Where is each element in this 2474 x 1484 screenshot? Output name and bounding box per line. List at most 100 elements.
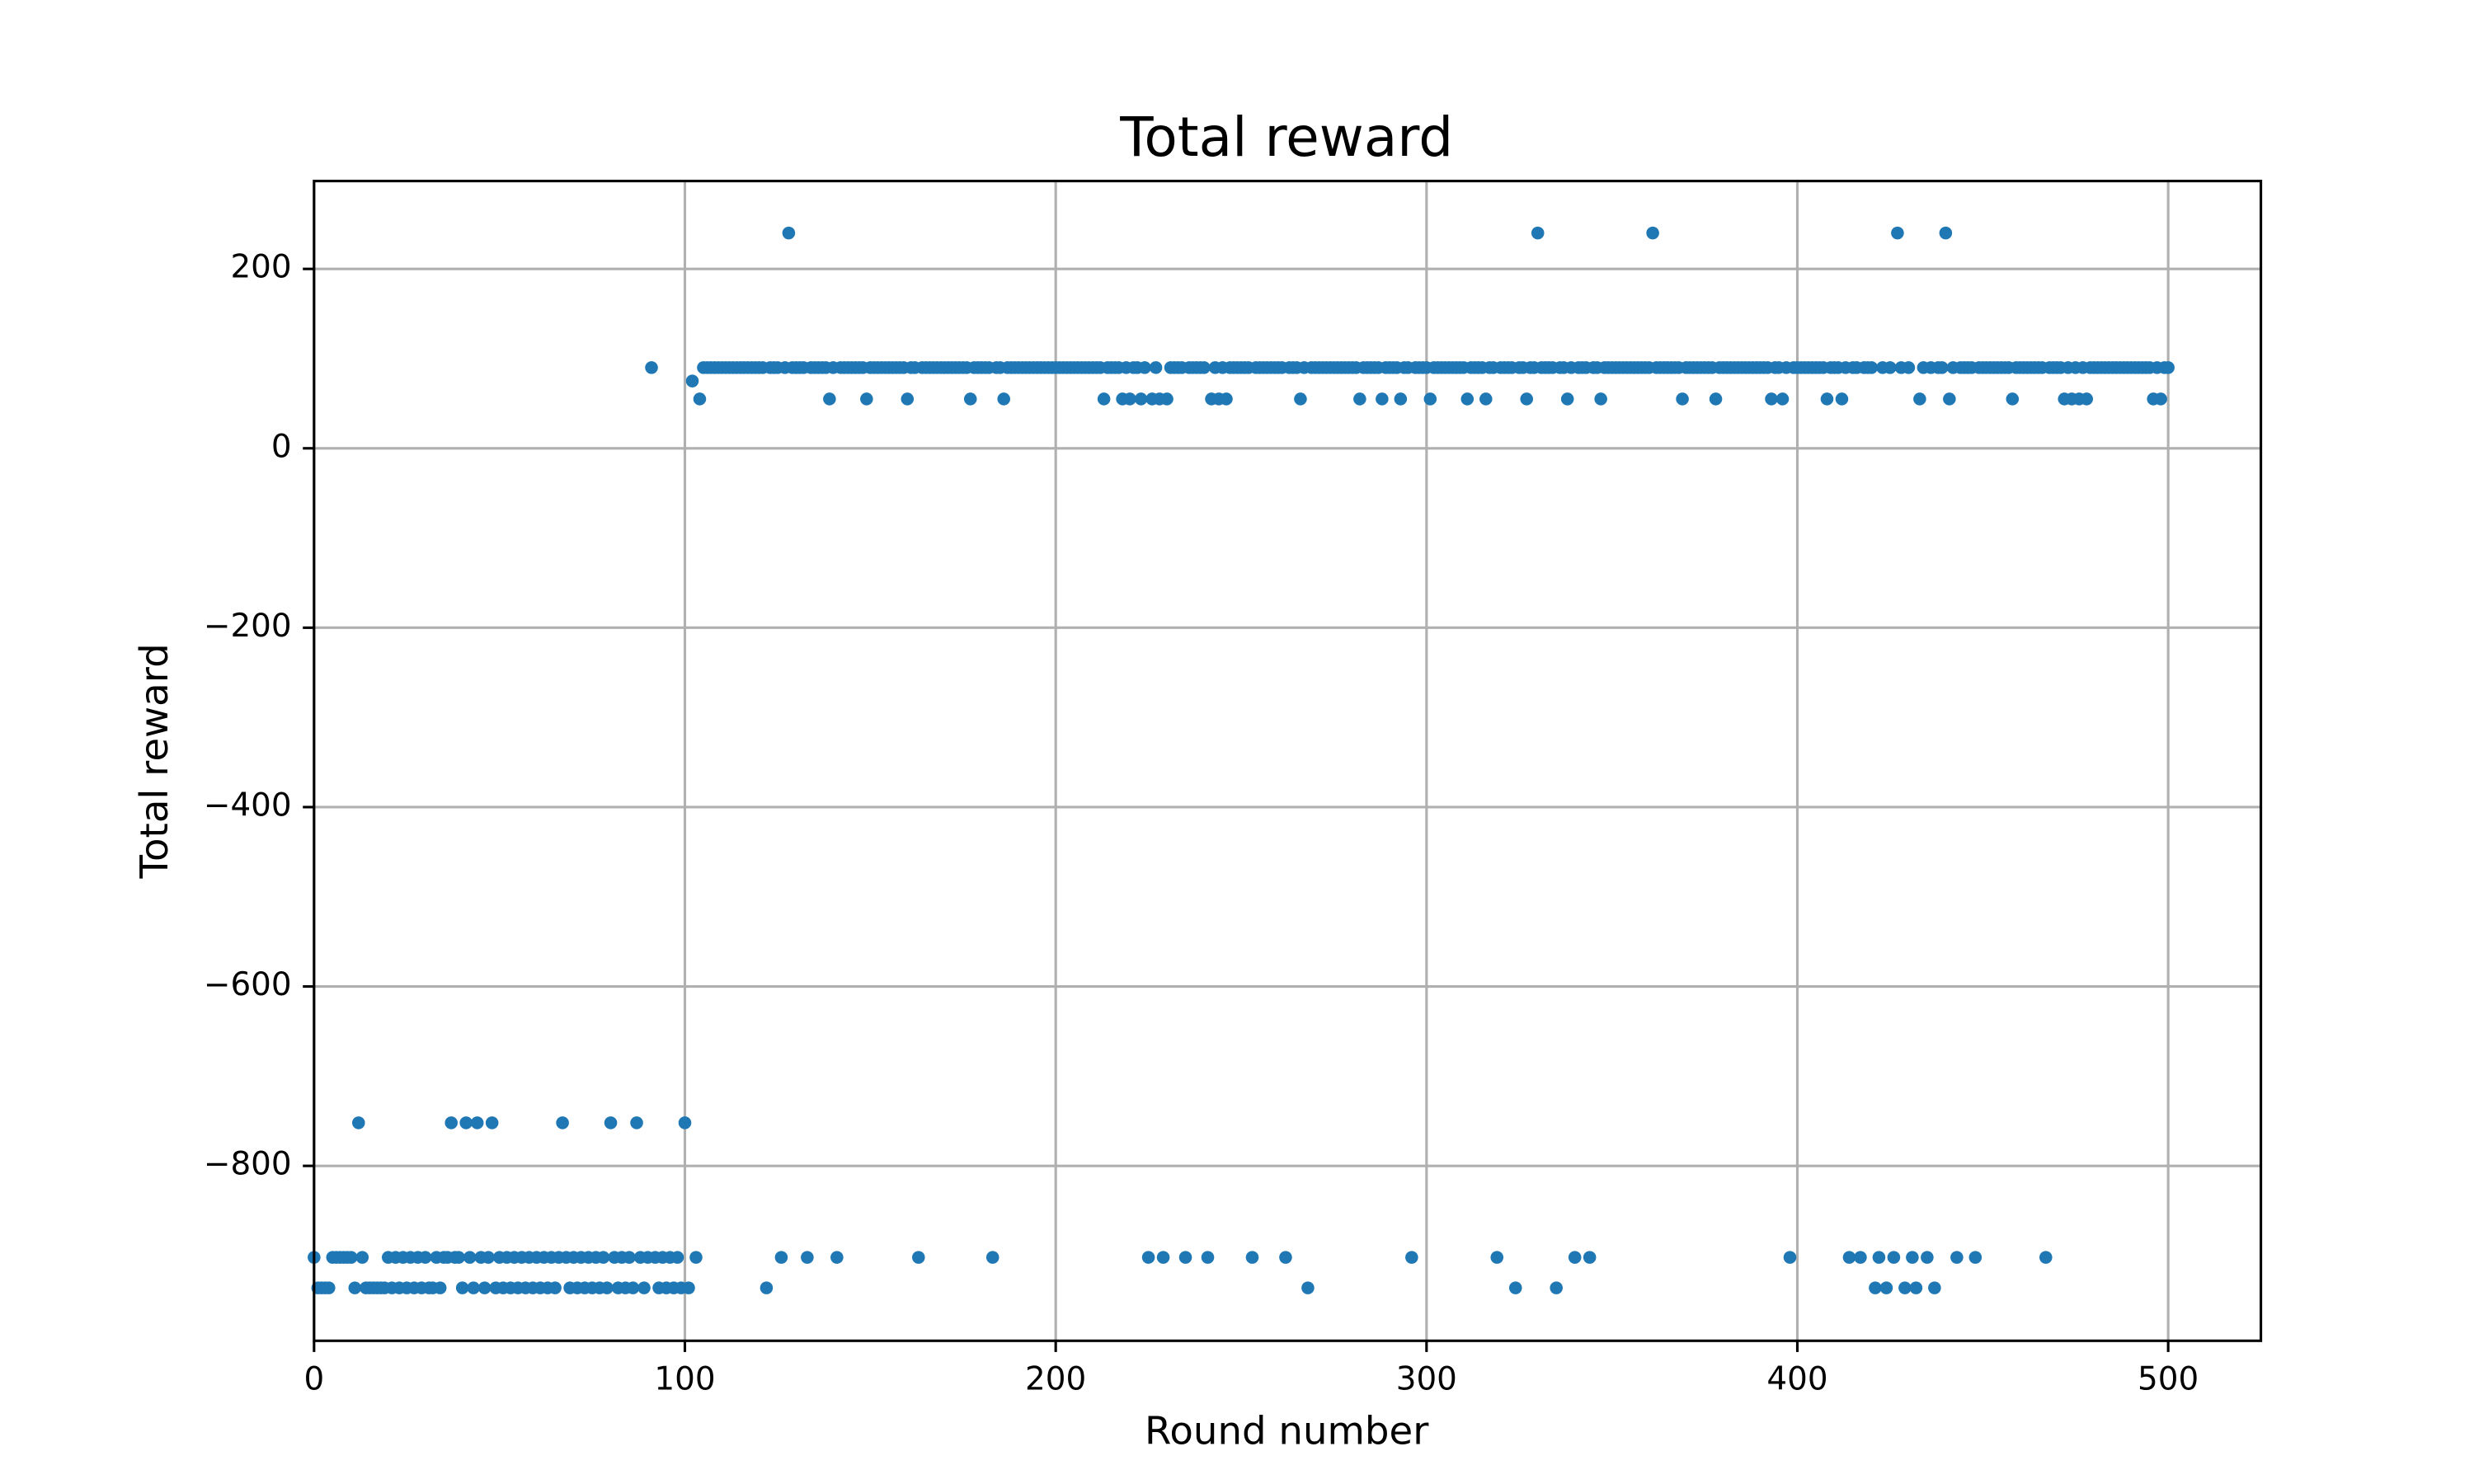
point xyxy=(1294,392,1307,406)
point xyxy=(1913,392,1926,406)
point xyxy=(901,392,915,406)
point xyxy=(1842,1251,1856,1264)
point xyxy=(1560,392,1574,406)
y-tick-label: 200 xyxy=(230,249,291,286)
point xyxy=(1460,392,1475,406)
point xyxy=(1943,392,1956,406)
point xyxy=(1835,392,1849,406)
point xyxy=(1134,392,1148,406)
point xyxy=(1097,392,1111,406)
point xyxy=(1149,361,1163,374)
point xyxy=(1891,226,1904,240)
point xyxy=(1869,1281,1882,1294)
point xyxy=(1928,1281,1941,1294)
point xyxy=(600,1281,614,1294)
point xyxy=(604,1116,618,1129)
point xyxy=(1921,1251,1934,1264)
point xyxy=(418,1251,432,1264)
point xyxy=(1865,361,1879,374)
point xyxy=(774,1251,788,1264)
point xyxy=(623,1251,636,1264)
point xyxy=(1301,1281,1315,1294)
point xyxy=(1245,1251,1259,1264)
y-tick-label: −200 xyxy=(204,608,292,645)
point xyxy=(482,1251,495,1264)
point xyxy=(693,392,707,406)
point xyxy=(463,1251,477,1264)
x-axis-label: Round number xyxy=(1145,1408,1429,1453)
point xyxy=(355,1251,369,1264)
point xyxy=(556,1116,569,1129)
point xyxy=(1879,1281,1893,1294)
point xyxy=(322,1281,336,1294)
y-tick-label: −600 xyxy=(204,966,292,1003)
point xyxy=(1531,226,1545,240)
y-tick-label: −800 xyxy=(204,1146,292,1183)
point xyxy=(1520,392,1534,406)
point xyxy=(1872,1251,1886,1264)
point xyxy=(801,1251,814,1264)
x-tick-label: 100 xyxy=(654,1360,715,1397)
point xyxy=(963,392,977,406)
point xyxy=(626,1281,640,1294)
point xyxy=(997,392,1010,406)
point xyxy=(1884,361,1897,374)
point xyxy=(2080,392,2094,406)
point xyxy=(2161,361,2175,374)
point xyxy=(678,1116,692,1129)
point xyxy=(1909,1281,1923,1294)
point xyxy=(485,1116,499,1129)
point xyxy=(1765,392,1778,406)
point xyxy=(1568,1251,1582,1264)
point xyxy=(782,226,796,240)
point xyxy=(1353,392,1366,406)
point xyxy=(1935,361,1949,374)
point xyxy=(760,1281,774,1294)
point xyxy=(1676,392,1689,406)
point xyxy=(2039,1251,2053,1264)
x-tick-label: 0 xyxy=(303,1360,324,1397)
point xyxy=(2006,392,2020,406)
point xyxy=(1141,1251,1155,1264)
point xyxy=(670,1251,684,1264)
point xyxy=(348,1281,362,1294)
point xyxy=(1197,361,1211,374)
point xyxy=(1376,392,1389,406)
point xyxy=(1950,1251,1964,1264)
point xyxy=(1783,1251,1797,1264)
point xyxy=(1156,1251,1170,1264)
point xyxy=(685,374,699,387)
point xyxy=(689,1251,703,1264)
point xyxy=(2154,392,2167,406)
point xyxy=(1968,1251,1982,1264)
y-tick-label: 0 xyxy=(271,428,292,465)
point xyxy=(1550,1281,1563,1294)
point xyxy=(1201,1251,1215,1264)
point xyxy=(1178,1251,1192,1264)
point xyxy=(1646,226,1659,240)
point xyxy=(596,1251,610,1264)
point xyxy=(1898,1281,1912,1294)
point xyxy=(630,1116,643,1129)
point xyxy=(1490,1251,1504,1264)
plot-frame xyxy=(313,180,2263,1342)
point xyxy=(1508,1281,1522,1294)
point xyxy=(1423,392,1437,406)
point xyxy=(1776,392,1790,406)
point xyxy=(1405,1251,1418,1264)
point xyxy=(1939,226,1953,240)
x-tick-label: 500 xyxy=(2138,1360,2199,1397)
point xyxy=(352,1116,365,1129)
point xyxy=(1220,392,1233,406)
point xyxy=(1479,392,1493,406)
point xyxy=(912,1251,925,1264)
point xyxy=(1394,392,1408,406)
chart-title: Total reward xyxy=(1119,106,1453,169)
point xyxy=(1906,1251,1919,1264)
point xyxy=(1279,1251,1292,1264)
point xyxy=(1709,392,1723,406)
point xyxy=(548,1281,562,1294)
x-tick-label: 400 xyxy=(1766,1360,1827,1397)
x-tick-label: 200 xyxy=(1025,1360,1086,1397)
